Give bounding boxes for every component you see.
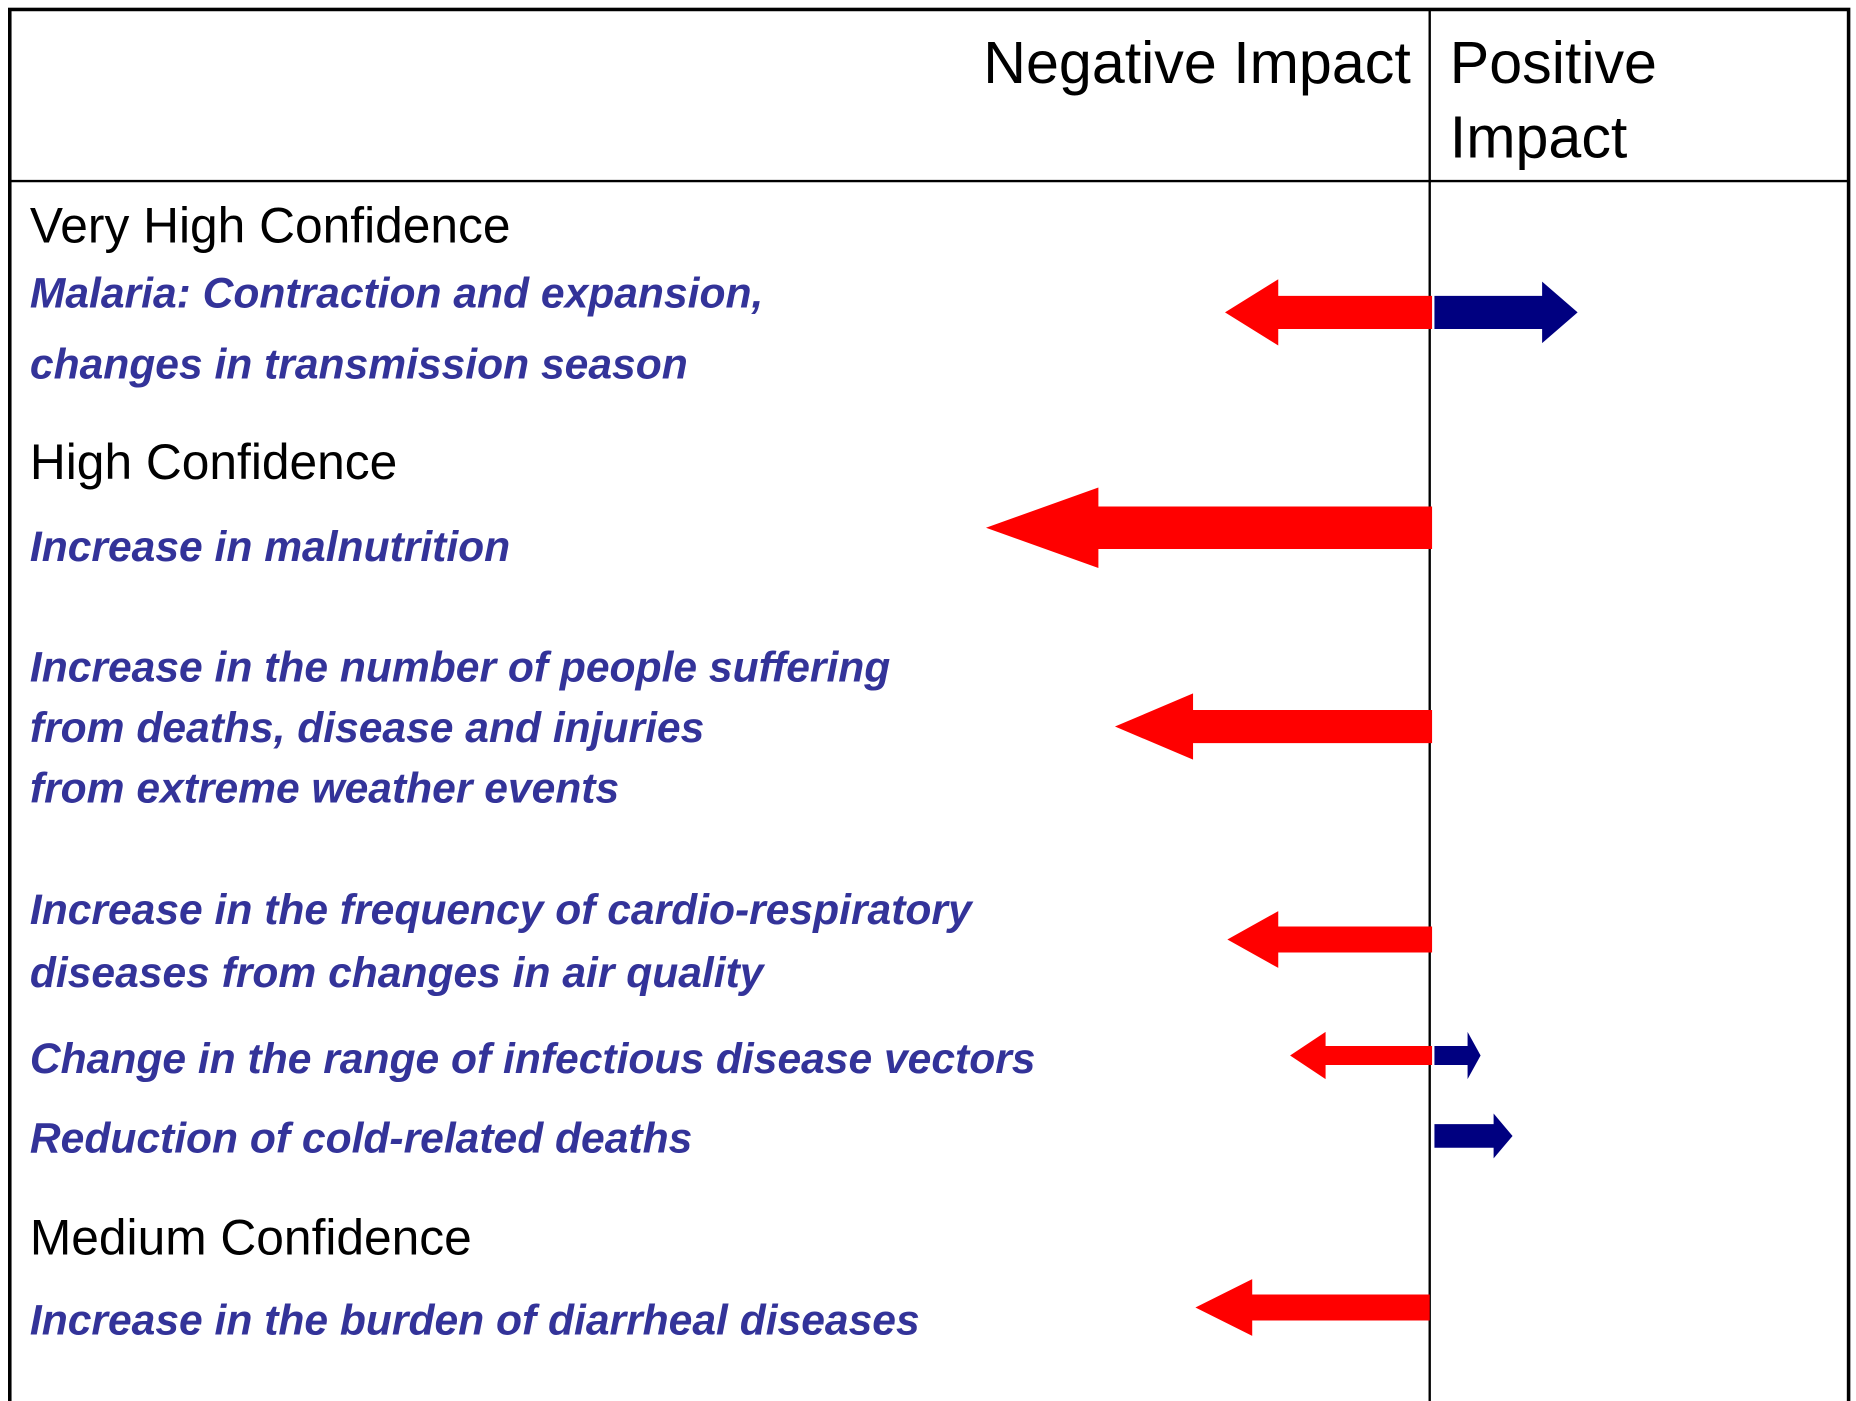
- negative-arrow: [1290, 1031, 1433, 1080]
- negative-arrow: [1225, 279, 1433, 346]
- section-heading: Medium Confidence: [30, 1209, 472, 1265]
- positive-arrow: [1434, 1113, 1513, 1159]
- negative-header: Negative Impact: [983, 29, 1410, 96]
- item-text: Malaria: Contraction and expansion,: [30, 270, 763, 318]
- positive-header: Impact: [1450, 103, 1628, 170]
- positive-arrow: [1434, 1031, 1481, 1080]
- negative-arrow: [1227, 911, 1433, 968]
- positive-arrow: [1434, 281, 1578, 344]
- item-text: Increase in malnutrition: [30, 523, 510, 571]
- item-text: Increase in the frequency of cardio-resp…: [30, 886, 974, 934]
- item-text: Change in the range of infectious diseas…: [30, 1035, 1036, 1083]
- section-heading: High Confidence: [30, 434, 397, 490]
- negative-arrow: [985, 487, 1433, 568]
- item-text: from extreme weather events: [30, 764, 619, 812]
- item-text: diseases from changes in air quality: [30, 949, 766, 997]
- item-text: Increase in the number of people sufferi…: [30, 644, 890, 692]
- item-text: Reduction of cold-related deaths: [30, 1115, 692, 1163]
- item-text: changes in transmission season: [30, 341, 688, 389]
- outer-border: [8, 7, 1851, 1401]
- negative-arrow: [1114, 693, 1433, 760]
- frame: [8, 7, 1851, 1401]
- item-text: Increase in the burden of diarrheal dise…: [30, 1297, 920, 1345]
- negative-arrow: [1195, 1279, 1430, 1336]
- item-text: from deaths, disease and injuries: [30, 704, 704, 752]
- section-heading: Very High Confidence: [30, 198, 511, 254]
- positive-header: Positive: [1450, 29, 1657, 96]
